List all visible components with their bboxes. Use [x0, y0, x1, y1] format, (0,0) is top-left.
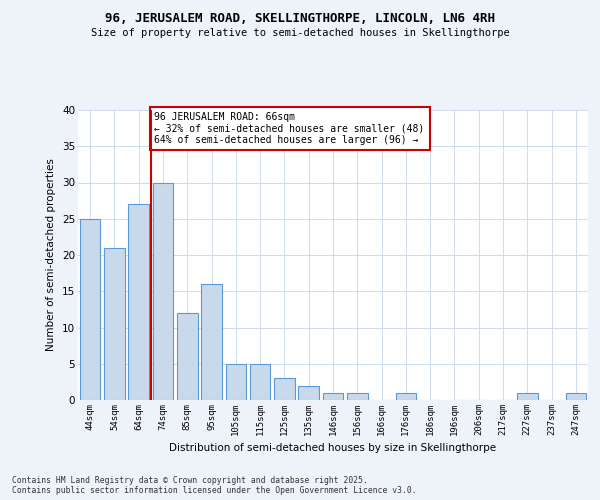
Bar — [347, 393, 368, 400]
Text: Size of property relative to semi-detached houses in Skellingthorpe: Size of property relative to semi-detach… — [91, 28, 509, 38]
X-axis label: Distribution of semi-detached houses by size in Skellingthorpe: Distribution of semi-detached houses by … — [169, 444, 497, 454]
Text: 96 JERUSALEM ROAD: 66sqm
← 32% of semi-detached houses are smaller (48)
64% of s: 96 JERUSALEM ROAD: 66sqm ← 32% of semi-d… — [155, 112, 425, 146]
Bar — [566, 393, 586, 400]
Y-axis label: Number of semi-detached properties: Number of semi-detached properties — [46, 158, 56, 352]
Text: 96, JERUSALEM ROAD, SKELLINGTHORPE, LINCOLN, LN6 4RH: 96, JERUSALEM ROAD, SKELLINGTHORPE, LINC… — [105, 12, 495, 26]
Bar — [80, 219, 100, 400]
Bar — [274, 378, 295, 400]
Bar — [298, 386, 319, 400]
Bar — [226, 364, 246, 400]
Bar — [323, 393, 343, 400]
Bar — [250, 364, 271, 400]
Bar — [517, 393, 538, 400]
Bar — [201, 284, 222, 400]
Bar — [152, 182, 173, 400]
Bar — [128, 204, 149, 400]
Bar — [395, 393, 416, 400]
Bar — [104, 248, 125, 400]
Bar — [177, 313, 197, 400]
Text: Contains HM Land Registry data © Crown copyright and database right 2025.
Contai: Contains HM Land Registry data © Crown c… — [12, 476, 416, 495]
